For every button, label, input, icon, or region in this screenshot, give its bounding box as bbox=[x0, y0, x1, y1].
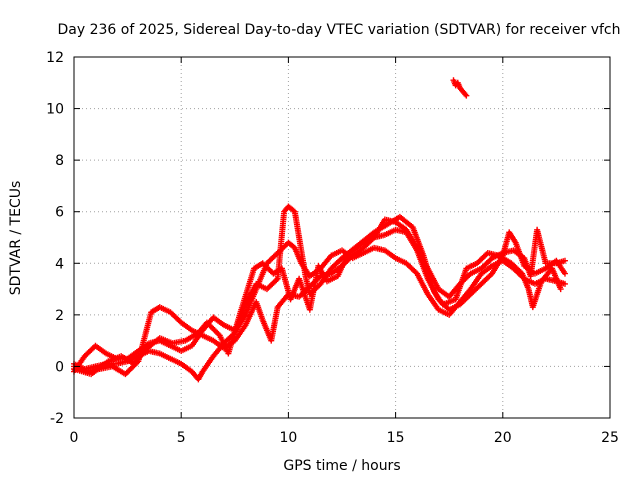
y-tick-label: 4 bbox=[55, 256, 64, 272]
data-point-marker bbox=[561, 257, 568, 264]
y-tick-label: 10 bbox=[46, 102, 64, 118]
x-tick-label: 20 bbox=[494, 430, 512, 446]
data-point-marker bbox=[462, 91, 469, 98]
series-track-4 bbox=[71, 213, 564, 378]
data-point-marker bbox=[561, 280, 568, 287]
x-tick-label: 5 bbox=[177, 430, 186, 446]
x-tick-label: 25 bbox=[601, 430, 619, 446]
x-tick-label: 15 bbox=[387, 430, 405, 446]
y-tick-label: 0 bbox=[55, 359, 64, 375]
data-point-marker bbox=[463, 92, 470, 99]
x-axis-label: GPS time / hours bbox=[283, 458, 400, 474]
y-tick-label: 2 bbox=[55, 308, 64, 324]
data-point-marker bbox=[557, 286, 564, 293]
y-tick-label: 8 bbox=[55, 153, 64, 169]
series-track-1 bbox=[71, 239, 568, 383]
y-axis-label: SDTVAR / TECUs bbox=[8, 181, 24, 296]
data-point-marker bbox=[215, 331, 222, 338]
x-tick-label: 10 bbox=[279, 430, 297, 446]
plot-frame bbox=[73, 56, 611, 419]
y-tick-label: 6 bbox=[55, 205, 64, 221]
x-tick-label: 0 bbox=[70, 430, 79, 446]
series-isolated-cluster bbox=[450, 77, 470, 99]
chart-title: Day 236 of 2025, Sidereal Day-to-day VTE… bbox=[57, 22, 620, 38]
grid-lines bbox=[74, 57, 610, 418]
axis-ticks: 0 5 10 15 20 25 -2 0 2 4 6 8 10 12 bbox=[46, 50, 619, 446]
y-tick-label: -2 bbox=[50, 411, 64, 427]
y-tick-label: 12 bbox=[46, 50, 64, 66]
data-point-marker bbox=[561, 270, 568, 277]
data-points bbox=[71, 77, 568, 383]
